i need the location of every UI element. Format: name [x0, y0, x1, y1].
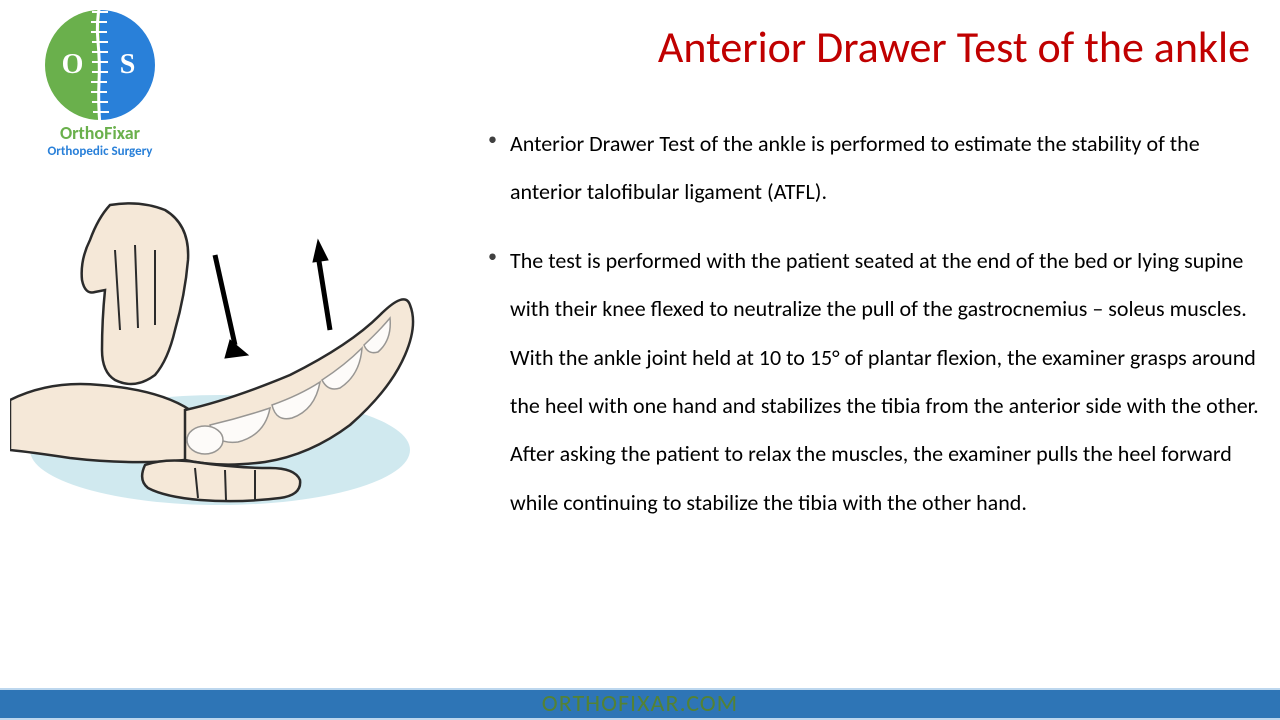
- spine-icon: [88, 2, 112, 128]
- logo-letter-o: O: [62, 49, 84, 81]
- logo-area: O S OrthoFixar Orthopedic Surgery: [20, 10, 180, 159]
- bullet-item: The test is performed with the patient s…: [480, 237, 1260, 527]
- content-area: Anterior Drawer Test of the ankle is per…: [480, 120, 1260, 547]
- logo-subtitle: Orthopedic Surgery: [20, 144, 180, 159]
- footer-text: ORTHOFIXAR.COM: [542, 689, 738, 718]
- logo-circle: O S: [45, 10, 155, 120]
- page-title: Anterior Drawer Test of the ankle: [350, 20, 1250, 74]
- bullet-list: Anterior Drawer Test of the ankle is per…: [480, 120, 1260, 527]
- bullet-item: Anterior Drawer Test of the ankle is per…: [480, 120, 1260, 217]
- footer-bar: ORTHOFIXAR.COM: [0, 688, 1280, 720]
- ankle-test-illustration: [10, 200, 430, 510]
- logo-letter-s: S: [120, 49, 136, 81]
